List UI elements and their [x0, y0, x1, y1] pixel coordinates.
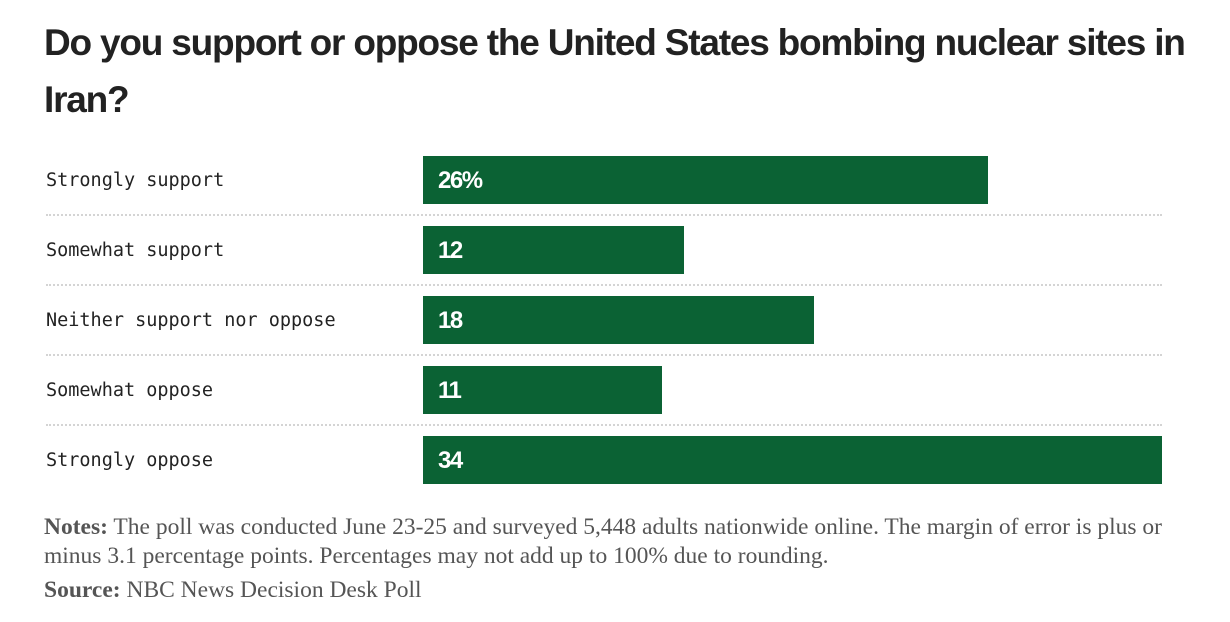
source: Source: NBC News Decision Desk Poll: [44, 577, 422, 604]
notes-label: Notes:: [44, 514, 108, 540]
bar-value-label: 18: [438, 307, 463, 334]
bar-chart: Strongly support 26% Somewhat support 12 Nei…: [46, 156, 1162, 484]
source-label: Source:: [44, 577, 121, 603]
row-divider: [46, 214, 1162, 216]
bar-value-label: 26%: [438, 167, 483, 194]
bar-value-label: 11: [438, 377, 462, 404]
bar: 11: [423, 366, 663, 414]
row-divider: [46, 354, 1162, 356]
category-label: Somewhat oppose: [46, 380, 214, 401]
bar: 18: [423, 296, 815, 344]
bar: 34: [423, 436, 1162, 484]
category-label: Strongly support: [46, 170, 225, 191]
category-label: Neither support nor oppose: [46, 310, 336, 331]
bar: 12: [423, 226, 684, 274]
category-label: Somewhat support: [46, 240, 225, 261]
notes-text: The poll was conducted June 23-25 and su…: [44, 514, 1162, 569]
bar-value-label: 12: [438, 237, 463, 264]
chart-title: Do you support or oppose the United Stat…: [44, 22, 1186, 120]
row-divider: [46, 424, 1162, 426]
row-divider: [46, 284, 1162, 286]
bar: 26%: [423, 156, 989, 204]
category-label: Strongly oppose: [46, 450, 214, 471]
notes: Notes: The poll was conducted June 23-25…: [44, 513, 1194, 571]
bar-value-label: 34: [438, 447, 463, 474]
source-text: NBC News Decision Desk Poll: [120, 577, 422, 603]
